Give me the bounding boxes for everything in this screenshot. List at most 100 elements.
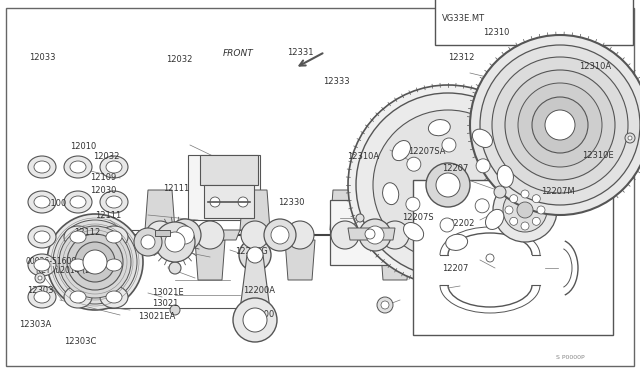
Circle shape — [75, 242, 115, 282]
Circle shape — [53, 220, 137, 304]
Circle shape — [494, 186, 506, 198]
Circle shape — [377, 297, 393, 313]
Ellipse shape — [100, 254, 128, 276]
Ellipse shape — [70, 259, 86, 271]
Text: 12032: 12032 — [93, 153, 119, 161]
Text: 12111: 12111 — [163, 184, 189, 193]
Ellipse shape — [64, 286, 92, 308]
Circle shape — [476, 159, 490, 173]
Circle shape — [271, 226, 289, 244]
Polygon shape — [285, 240, 315, 280]
Polygon shape — [145, 190, 175, 230]
Circle shape — [505, 70, 615, 180]
Text: 12303: 12303 — [27, 286, 53, 295]
Text: KEY \u2014-(2): KEY \u2014-(2) — [36, 266, 93, 275]
Circle shape — [366, 226, 384, 244]
Text: 12109: 12109 — [90, 173, 116, 182]
Circle shape — [38, 276, 42, 280]
Polygon shape — [200, 155, 258, 185]
Circle shape — [264, 219, 296, 251]
Circle shape — [169, 219, 201, 251]
Bar — [330, 200, 410, 265]
Circle shape — [331, 221, 359, 249]
Circle shape — [146, 221, 174, 249]
Circle shape — [532, 97, 588, 153]
Ellipse shape — [106, 196, 122, 208]
Text: 13021: 13021 — [152, 299, 179, 308]
Ellipse shape — [64, 191, 92, 213]
Text: 12207: 12207 — [442, 264, 468, 273]
Circle shape — [628, 136, 632, 140]
Ellipse shape — [392, 141, 410, 161]
Circle shape — [503, 188, 547, 232]
Text: 12310E: 12310E — [582, 151, 614, 160]
Circle shape — [532, 217, 540, 225]
Polygon shape — [240, 190, 270, 230]
Text: 12200: 12200 — [248, 310, 275, 319]
Text: 12032: 12032 — [166, 55, 193, 64]
Circle shape — [407, 157, 421, 171]
Text: 32202: 32202 — [448, 219, 474, 228]
Circle shape — [436, 173, 460, 197]
Circle shape — [243, 308, 267, 332]
Circle shape — [59, 226, 131, 298]
Circle shape — [440, 218, 454, 232]
Circle shape — [470, 35, 640, 215]
Ellipse shape — [106, 259, 122, 271]
Ellipse shape — [28, 286, 56, 308]
Text: 00926-51600: 00926-51600 — [26, 257, 77, 266]
Circle shape — [241, 221, 269, 249]
Ellipse shape — [34, 231, 50, 243]
Circle shape — [348, 85, 548, 285]
Polygon shape — [240, 255, 270, 310]
Bar — [188, 155, 260, 220]
Circle shape — [134, 228, 162, 256]
Circle shape — [509, 217, 518, 225]
Text: FRONT: FRONT — [223, 49, 253, 58]
Circle shape — [233, 298, 277, 342]
Ellipse shape — [497, 166, 513, 187]
Ellipse shape — [106, 291, 122, 303]
Ellipse shape — [486, 209, 504, 230]
Ellipse shape — [34, 161, 50, 173]
Circle shape — [35, 273, 45, 283]
Ellipse shape — [428, 119, 451, 136]
Ellipse shape — [28, 156, 56, 178]
Circle shape — [170, 305, 180, 315]
Ellipse shape — [64, 254, 92, 276]
Text: 12207SA: 12207SA — [408, 147, 446, 156]
Ellipse shape — [404, 222, 424, 241]
Circle shape — [518, 83, 602, 167]
Text: 12207M: 12207M — [541, 187, 575, 196]
Circle shape — [47, 214, 143, 310]
Circle shape — [625, 133, 635, 143]
Circle shape — [239, 239, 271, 271]
Circle shape — [480, 45, 640, 205]
Circle shape — [141, 235, 155, 249]
Text: 12312: 12312 — [448, 53, 474, 62]
Circle shape — [442, 138, 456, 152]
Ellipse shape — [70, 161, 86, 173]
Text: 12331: 12331 — [287, 48, 313, 57]
Polygon shape — [330, 190, 360, 230]
Circle shape — [286, 221, 314, 249]
Ellipse shape — [34, 259, 50, 271]
Circle shape — [493, 178, 557, 242]
Text: 12303C: 12303C — [64, 337, 97, 346]
Circle shape — [532, 195, 540, 203]
Circle shape — [359, 219, 391, 251]
Ellipse shape — [472, 129, 492, 147]
Circle shape — [373, 110, 523, 260]
Polygon shape — [204, 185, 254, 218]
Polygon shape — [210, 230, 240, 240]
Ellipse shape — [445, 234, 468, 250]
Circle shape — [517, 202, 533, 218]
Circle shape — [545, 110, 575, 140]
Text: 12100: 12100 — [40, 199, 67, 208]
Ellipse shape — [28, 254, 56, 276]
Circle shape — [505, 206, 513, 214]
Ellipse shape — [64, 226, 92, 248]
Ellipse shape — [100, 286, 128, 308]
Ellipse shape — [100, 226, 128, 248]
Circle shape — [176, 226, 194, 244]
